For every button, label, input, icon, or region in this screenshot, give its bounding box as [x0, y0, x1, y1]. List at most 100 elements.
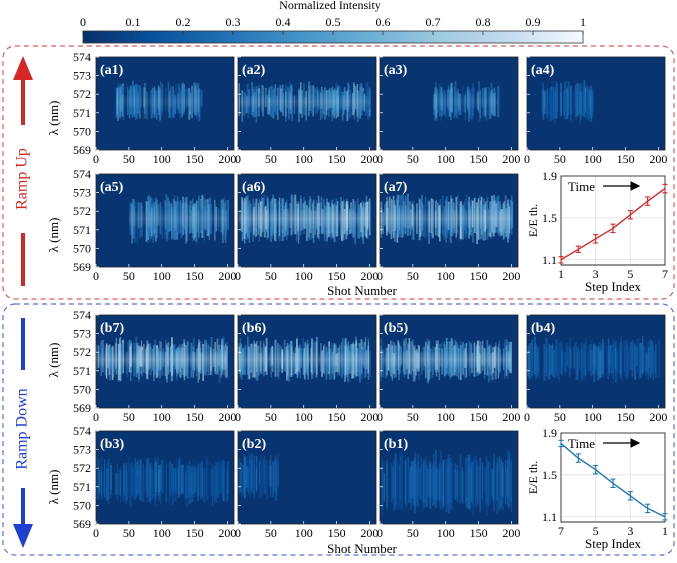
x-tick-label: 100 — [295, 152, 313, 166]
heatmap-streak — [576, 82, 579, 117]
heatmap-streak — [241, 464, 244, 496]
heatmap-streak — [510, 466, 512, 497]
heatmap-streak — [464, 459, 467, 498]
heatmap-streak — [583, 79, 586, 118]
x-tick-label: 200 — [649, 410, 667, 424]
heatmap-streak — [555, 91, 558, 115]
heatmap-streak — [197, 466, 200, 494]
x-tick-label: 200 — [649, 152, 667, 166]
x-tick-label: 0 — [524, 152, 530, 166]
heatmap-streak — [221, 463, 223, 492]
heatmap-streak — [404, 460, 407, 504]
heatmap-panel: (b1) 0 50 100 150 200 — [377, 430, 520, 540]
y-tick-label: 570 — [73, 124, 91, 138]
heatmap-streak — [586, 84, 589, 116]
heatmap-streak — [212, 474, 214, 497]
heatmap-streak — [578, 84, 581, 115]
heatmap-streak — [610, 344, 613, 374]
heatmap-streak — [652, 340, 655, 379]
heatmap-streak — [247, 467, 250, 488]
heatmap-streak — [411, 461, 414, 499]
x-tick-label: 200 — [360, 152, 378, 166]
heatmap-panel: (b4) 0 50 100 150 200 — [524, 314, 667, 424]
heatmap-streak — [546, 90, 548, 115]
colorbar-tick-label: 0 — [80, 15, 86, 29]
heatmap-streak — [575, 85, 577, 120]
heatmap-streak — [501, 462, 504, 497]
heatmap-streak — [561, 343, 563, 367]
heatmap-streak — [572, 91, 574, 117]
heatmap-streak — [416, 463, 418, 507]
y-tick-label: 574 — [73, 308, 91, 322]
plot-xlabel: Step Index — [585, 536, 641, 551]
heatmap-streak — [542, 88, 545, 120]
heatmap-streak — [472, 457, 474, 516]
x-tick-label: 100 — [153, 152, 171, 166]
heatmap-streak — [559, 343, 561, 373]
heatmap-streak — [508, 452, 511, 509]
heatmap-streak — [427, 469, 430, 497]
ramp-down-box — [2, 303, 675, 556]
heatmap-streak — [122, 470, 125, 501]
heatmap-streak — [191, 466, 194, 501]
heatmap-streak — [381, 465, 383, 510]
panel-label: (a6) — [242, 180, 266, 195]
heatmap-streak — [195, 466, 197, 489]
heatmap-streak — [252, 462, 255, 492]
heatmap-streak — [400, 456, 402, 501]
heatmap-streak — [171, 465, 174, 506]
heatmap-streak — [98, 469, 101, 493]
panel-frame — [526, 314, 666, 409]
heatmap-streak — [217, 460, 219, 498]
heatmap-streak — [467, 454, 470, 509]
heatmap-streak — [423, 463, 425, 500]
heatmap-band — [115, 93, 202, 110]
heatmap-streak — [555, 346, 558, 376]
x-tick-label: 0 — [235, 269, 241, 283]
x-tick-label: 150 — [470, 526, 488, 540]
heatmap-streak — [646, 354, 649, 373]
heatmap-streak — [429, 463, 432, 509]
plot-ylabel: E/E th. — [526, 204, 540, 237]
x-tick-label: 0 — [524, 410, 530, 424]
heatmap-streak — [502, 468, 505, 498]
ylabel-row4: λ (nm) — [46, 470, 61, 505]
heatmap-streak — [368, 87, 371, 110]
heatmap-streak — [248, 452, 250, 495]
x-tick-label: 0 — [377, 410, 383, 424]
heatmap-streak — [563, 352, 566, 373]
heatmap-streak — [647, 347, 650, 368]
heatmap-streak — [541, 89, 544, 112]
ramp-down-label: Ramp Down — [14, 388, 31, 469]
heatmap-streak — [554, 87, 556, 125]
heatmap-streak — [553, 349, 556, 378]
ramp-up-label: Ramp Up — [14, 148, 31, 210]
y-tick-label: 1.9 — [542, 169, 557, 183]
heatmap-streak — [456, 470, 459, 498]
heatmap-streak — [393, 461, 396, 511]
heatmap-streak — [476, 463, 478, 507]
heatmap-streak — [395, 458, 397, 506]
y-tick-label: 569 — [73, 143, 91, 157]
heatmap-streak — [554, 339, 557, 373]
heatmap-band — [432, 93, 499, 110]
plot-xlabel: Step Index — [585, 279, 641, 294]
heatmap-streak — [567, 88, 570, 108]
heatmap-streak — [127, 456, 130, 498]
time-annotation: Time — [568, 436, 595, 451]
heatmap-streak — [560, 341, 562, 375]
heatmap-streak — [548, 87, 551, 121]
heatmap-streak — [217, 469, 219, 497]
panel-label: (b7) — [100, 321, 124, 336]
heatmap-streak — [169, 462, 172, 496]
heatmap-streak — [591, 350, 593, 370]
heatmap-streak — [124, 472, 127, 495]
panel-frame — [379, 430, 519, 525]
heatmap-streak — [129, 463, 132, 506]
x-tick-label: 7 — [662, 267, 668, 281]
heatmap-streak — [573, 346, 575, 369]
heatmap-streak — [489, 452, 491, 506]
heatmap-streak — [590, 85, 593, 123]
heatmap-streak — [647, 341, 650, 380]
panel-frame — [237, 430, 377, 525]
